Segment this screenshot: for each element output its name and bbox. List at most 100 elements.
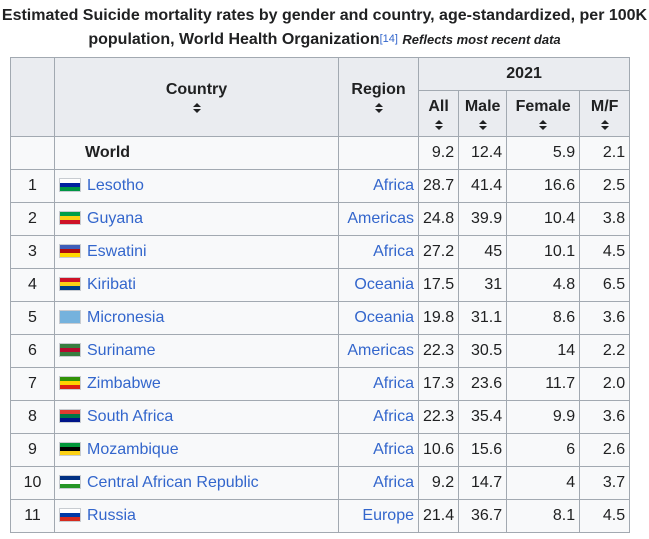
region-link[interactable]: Europe [362, 507, 414, 524]
rank-cell: 1 [10, 169, 55, 203]
country-link[interactable]: Russia [87, 507, 136, 524]
world-male-cell: 12.4 [458, 136, 508, 170]
female-header[interactable]: Female [506, 90, 581, 137]
male-cell: 23.6 [458, 367, 508, 401]
male-cell: 39.9 [458, 202, 508, 236]
all-cell: 22.3 [417, 400, 460, 434]
male-cell: 45 [458, 235, 508, 269]
all-cell: 24.8 [417, 202, 460, 236]
flag-icon [59, 508, 81, 522]
region-link[interactable]: Africa [373, 243, 414, 260]
sort-icon[interactable] [192, 103, 201, 113]
all-cell: 27.2 [417, 235, 460, 269]
country-link[interactable]: Zimbabwe [87, 375, 161, 392]
all-cell: 28.7 [417, 169, 460, 203]
country-cell: South Africa [54, 400, 339, 434]
country-cell: Micronesia [54, 301, 339, 335]
all-cell: 9.2 [417, 466, 460, 500]
country-cell: Suriname [54, 334, 339, 368]
region-link[interactable]: Africa [373, 408, 414, 425]
table-row: 10 Central African Republic Africa 9.2 14.7 4… [10, 466, 631, 500]
region-link[interactable]: Africa [373, 375, 414, 392]
male-header[interactable]: Male [458, 90, 508, 137]
country-link[interactable]: Mozambique [87, 441, 179, 458]
sort-icon[interactable] [478, 119, 487, 130]
all-cell: 17.3 [417, 367, 460, 401]
flag-icon [59, 343, 81, 357]
rank-cell: 5 [10, 301, 55, 335]
region-link[interactable]: Oceania [354, 276, 414, 293]
table-row: 2 Guyana Americas 24.8 39.9 10.4 3.8 [10, 202, 631, 236]
region-cell: Americas [338, 202, 419, 236]
male-cell: 31.1 [458, 301, 508, 335]
region-cell: Africa [338, 235, 419, 269]
flag-icon [59, 244, 81, 258]
female-cell: 8.6 [506, 301, 581, 335]
country-cell: Mozambique [54, 433, 339, 467]
mf-cell: 3.8 [579, 202, 631, 236]
country-link[interactable]: Lesotho [87, 177, 144, 194]
country-link[interactable]: Suriname [87, 342, 156, 359]
flag-icon [59, 310, 81, 324]
sort-icon[interactable] [600, 119, 609, 130]
country-cell: Lesotho [54, 169, 339, 203]
region-link[interactable]: Africa [373, 441, 414, 458]
male-cell: 14.7 [458, 466, 508, 500]
male-cell: 31 [458, 268, 508, 302]
male-cell: 30.5 [458, 334, 508, 368]
country-cell: Central African Republic [54, 466, 339, 500]
region-cell: Africa [338, 169, 419, 203]
region-link[interactable]: Americas [347, 342, 414, 359]
male-cell: 41.4 [458, 169, 508, 203]
region-cell: Africa [338, 367, 419, 401]
country-link[interactable]: Micronesia [87, 309, 165, 326]
country-link[interactable]: Central African Republic [87, 474, 259, 491]
sort-icon[interactable] [434, 119, 443, 130]
country-cell: Russia [54, 499, 339, 533]
female-cell: 9.9 [506, 400, 581, 434]
female-cell: 6 [506, 433, 581, 467]
world-row: World 9.2 12.4 5.9 2.1 [10, 136, 631, 170]
flag-icon [59, 178, 81, 192]
flag-icon [59, 409, 81, 423]
rank-cell: 4 [10, 268, 55, 302]
female-cell: 4.8 [506, 268, 581, 302]
reference-link[interactable]: [14] [379, 33, 398, 45]
region-link[interactable]: Americas [347, 210, 414, 227]
mf-cell: 4.5 [579, 499, 631, 533]
region-link[interactable]: Oceania [354, 309, 414, 326]
country-link[interactable]: Guyana [87, 210, 144, 227]
rank-cell: 7 [10, 367, 55, 401]
country-cell: Guyana [54, 202, 339, 236]
year-header: 2021 [417, 57, 631, 91]
table-row: 8 South Africa Africa 22.3 35.4 9.9 3.6 [10, 400, 631, 434]
mf-cell: 2.2 [579, 334, 631, 368]
country-link[interactable]: South Africa [87, 408, 174, 425]
rank-cell: 6 [10, 334, 55, 368]
flag-icon [59, 442, 81, 456]
country-link[interactable]: Kiribati [87, 276, 136, 293]
region-cell: Africa [338, 433, 419, 467]
world-all-cell: 9.2 [417, 136, 460, 170]
country-link[interactable]: Eswatini [87, 243, 147, 260]
region-cell: Europe [338, 499, 419, 533]
mf-header[interactable]: M/F [579, 90, 631, 137]
all-cell: 19.8 [417, 301, 460, 335]
sort-icon[interactable] [539, 119, 548, 130]
region-header[interactable]: Region [338, 57, 419, 137]
region-link[interactable]: Africa [373, 177, 414, 194]
all-cell: 22.3 [417, 334, 460, 368]
mf-cell: 3.6 [579, 301, 631, 335]
all-header[interactable]: All [417, 90, 460, 137]
rank-cell: 11 [10, 499, 55, 533]
female-cell: 10.4 [506, 202, 581, 236]
table-row: 3 Eswatini Africa 27.2 45 10.1 4.5 [10, 235, 631, 269]
sort-icon[interactable] [374, 103, 383, 113]
table-row: 4 Kiribati Oceania 17.5 31 4.8 6.5 [10, 268, 631, 302]
region-link[interactable]: Africa [373, 474, 414, 491]
world-rank-cell [10, 136, 55, 170]
rank-cell: 2 [10, 202, 55, 236]
male-cell: 15.6 [458, 433, 508, 467]
country-header[interactable]: Country [54, 57, 339, 137]
world-mf-cell: 2.1 [579, 136, 631, 170]
